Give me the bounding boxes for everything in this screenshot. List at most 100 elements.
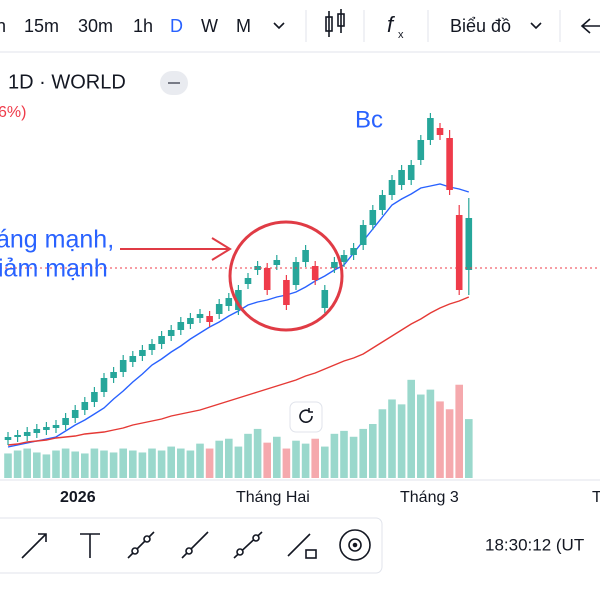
reset-button[interactable] <box>289 401 323 433</box>
candle-body <box>129 356 137 362</box>
text-tool[interactable] <box>80 533 100 558</box>
fx-icon: x <box>398 29 404 41</box>
fx-icon[interactable]: f <box>387 12 396 37</box>
interval-active[interactable]: D <box>170 16 183 36</box>
candle-body <box>43 427 50 430</box>
candle-body <box>331 262 338 268</box>
volume-bar <box>301 443 310 478</box>
candle-body <box>100 378 108 392</box>
candle-body <box>263 268 271 290</box>
volume-bar <box>157 450 166 478</box>
candle-body <box>388 180 396 195</box>
x-label: 2026 <box>60 489 96 506</box>
candle-body <box>398 170 405 185</box>
candle-body <box>359 225 367 245</box>
toolbar <box>0 0 600 52</box>
chevron[interactable] <box>273 22 285 30</box>
annotation: áng mạnh, <box>0 226 114 254</box>
candle-body <box>81 402 89 410</box>
reset-icon <box>299 408 313 423</box>
candle-body <box>235 290 242 310</box>
candle-body <box>33 429 41 433</box>
candle-body <box>417 140 425 160</box>
x-label: Tháng 3 <box>400 489 459 506</box>
measure-tool[interactable] <box>339 529 371 561</box>
candle-body <box>119 360 127 372</box>
volume-bar <box>33 452 41 478</box>
annotation: iảm mạnh <box>0 255 108 283</box>
volume-bar <box>23 448 31 478</box>
volume-bar <box>244 433 252 478</box>
candle-body <box>379 195 386 210</box>
candle-body <box>321 290 329 308</box>
volume-bar <box>186 450 195 478</box>
candle-body <box>292 262 300 285</box>
volume-bar <box>292 440 300 478</box>
undo-icon[interactable] <box>580 18 600 34</box>
volume-bar <box>445 409 454 478</box>
candle-body <box>340 255 348 262</box>
candle-body <box>446 138 453 190</box>
interval[interactable]: 1h <box>133 16 153 36</box>
candle-body <box>427 118 434 140</box>
volume-bar <box>263 442 271 478</box>
plot <box>4 113 473 478</box>
candle-body <box>215 304 223 314</box>
volume-bar <box>253 428 262 478</box>
clock: 18:30:12 (UT <box>485 535 584 554</box>
volume-bar <box>321 446 329 478</box>
candle-body <box>254 266 261 270</box>
candle-body <box>91 392 98 402</box>
volume-bar <box>61 448 70 478</box>
volume-bar <box>273 436 281 478</box>
candle-body <box>71 410 79 418</box>
candle-body <box>62 418 69 425</box>
candle-body <box>407 165 415 180</box>
interval[interactable]: 15m <box>24 16 59 36</box>
interval[interactable]: 30m <box>78 16 113 36</box>
volume-bar <box>129 450 137 478</box>
volume-bar <box>100 450 108 478</box>
volume-bar <box>225 438 233 478</box>
volume-bar <box>349 436 358 478</box>
candle-body <box>283 280 290 305</box>
volume-bar <box>426 389 435 478</box>
volume-bar <box>148 448 156 478</box>
volume-bar <box>4 453 12 478</box>
moving-average <box>7 296 470 446</box>
candle-icon[interactable] <box>325 9 345 37</box>
volume-bar <box>378 409 387 478</box>
candle-body <box>311 266 319 280</box>
candle-body <box>187 318 194 324</box>
candle-body <box>23 432 31 436</box>
candle-body <box>350 248 357 255</box>
chevron[interactable] <box>530 22 542 30</box>
change: 6%) <box>0 104 26 121</box>
volume-bar <box>282 448 291 478</box>
x-label: T <box>592 489 600 506</box>
volume-bar <box>71 451 79 478</box>
candle-body <box>139 350 146 356</box>
volume-bar <box>215 440 223 478</box>
interval[interactable]: n <box>0 16 6 36</box>
candle-body <box>110 372 117 378</box>
candle-body <box>167 330 175 336</box>
candle-body <box>14 435 21 437</box>
volume-bar <box>417 394 425 478</box>
chart-type[interactable]: Biểu đồ <box>450 16 511 36</box>
candle-body <box>158 336 165 344</box>
volume-bar <box>455 384 463 478</box>
volume-bar <box>42 454 51 478</box>
volume-bar <box>407 379 415 478</box>
volume-bar <box>311 438 319 478</box>
candle-body <box>225 298 233 306</box>
candle-body <box>369 210 377 225</box>
interval[interactable]: M <box>236 16 251 36</box>
interval[interactable]: W <box>201 16 218 36</box>
arrow-tool[interactable] <box>21 533 47 559</box>
volume-bar <box>52 450 60 478</box>
shape-tool[interactable] <box>287 533 311 557</box>
volume-bar <box>167 446 175 478</box>
arrow <box>120 237 232 261</box>
